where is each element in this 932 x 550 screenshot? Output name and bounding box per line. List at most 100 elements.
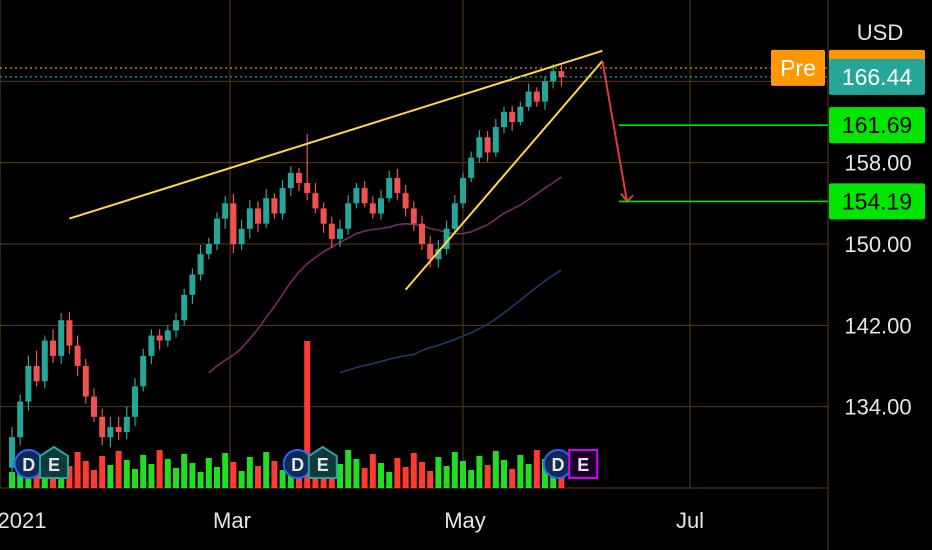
earnings-marker — [568, 449, 599, 479]
candle-body — [353, 188, 360, 204]
x-axis-label: Mar — [213, 508, 251, 533]
candle-body — [492, 127, 499, 153]
moving-averages — [208, 176, 562, 374]
candle-body — [50, 340, 56, 356]
volume-bar — [140, 455, 147, 488]
volume-bar — [542, 459, 548, 488]
candle-body — [501, 111, 507, 128]
price-tag: 154.19 — [829, 183, 925, 220]
volume-bar — [468, 470, 475, 488]
candlesticks — [9, 64, 565, 480]
wedge-upper-line — [69, 49, 603, 220]
volume-bar — [148, 464, 155, 488]
volume-bar — [492, 451, 499, 488]
candle-body — [17, 401, 24, 438]
earnings-marker — [39, 445, 69, 479]
candle-body — [386, 177, 393, 199]
candle-body — [378, 198, 384, 214]
candle-body — [230, 203, 237, 244]
volume-bar — [353, 459, 360, 488]
volume-bar — [271, 461, 278, 488]
price-tag: 166.44 — [829, 58, 925, 95]
volume-bar — [222, 453, 229, 488]
candle-body — [164, 330, 171, 341]
price-tag-bg — [829, 183, 925, 220]
candle-body — [222, 203, 229, 219]
candle-body — [91, 396, 97, 417]
price-tag-label-bg — [771, 49, 825, 86]
candle-body — [189, 274, 196, 295]
volume-bar — [91, 470, 97, 488]
candle-body — [9, 437, 15, 468]
volume-bar — [443, 466, 450, 488]
candle-body — [320, 208, 327, 224]
candle-body — [255, 208, 261, 224]
candle-body — [468, 157, 475, 178]
candle-body — [140, 355, 147, 387]
candle-body — [550, 71, 557, 82]
candle-body — [107, 427, 114, 438]
volume-bar — [132, 469, 138, 488]
candle-body — [533, 91, 540, 102]
volume-bar — [82, 461, 89, 488]
candle-body — [312, 193, 319, 209]
candle-body — [427, 244, 434, 260]
candle-body — [419, 223, 425, 244]
event-marker-letter: D — [552, 455, 565, 475]
candle-body — [148, 335, 155, 356]
price-tag-value: 161.69 — [842, 112, 912, 138]
volume-bar — [99, 456, 106, 488]
candle-body — [99, 416, 106, 438]
candle-body — [394, 177, 401, 194]
price-tag-value: 154.19 — [842, 188, 912, 214]
volume-bar — [123, 460, 130, 488]
candle-body — [443, 228, 450, 250]
candle-body — [460, 177, 466, 204]
earnings-marker — [307, 445, 338, 479]
candle-body — [115, 427, 122, 433]
volume-bar — [484, 465, 491, 488]
volume-bar — [419, 462, 425, 488]
candle-body — [279, 188, 286, 214]
candle-body — [132, 386, 138, 417]
candle-body — [542, 81, 548, 102]
volume-bar — [304, 341, 311, 488]
volume-bar — [263, 452, 270, 488]
event-marker-letter: D — [22, 455, 35, 475]
candle-body — [214, 218, 220, 244]
moving-average-line — [339, 269, 562, 374]
candle-body — [66, 320, 73, 346]
volume-bar — [337, 464, 343, 488]
candle-body — [517, 106, 524, 122]
candle-body — [205, 244, 212, 255]
volume-bar — [410, 453, 417, 488]
currency-label[interactable]: USD — [857, 20, 903, 45]
price-tag-value: 166.44 — [842, 64, 913, 90]
event-marker-letter: E — [48, 455, 60, 475]
volume-bar — [156, 450, 163, 488]
volume-bar — [345, 450, 352, 488]
candle-body — [369, 203, 376, 214]
volume-bar — [164, 459, 171, 488]
candle-body — [74, 345, 81, 366]
x-axis-labels: 2021 Mar May Jul — [0, 508, 704, 533]
candle-body — [509, 111, 516, 122]
volume-bar — [402, 467, 409, 488]
x-axis-label: May — [444, 508, 486, 533]
x-axis-label: 2021 — [0, 508, 46, 533]
candle-body — [345, 203, 352, 229]
event-marker-letter: E — [317, 455, 329, 475]
event-marker-letter: E — [577, 455, 589, 475]
wedge-lower-line — [404, 60, 604, 291]
volume-bar — [435, 457, 442, 488]
candle-body — [476, 137, 483, 158]
y-axis-label: 158.00 — [844, 151, 911, 176]
y-axis-label: 134.00 — [844, 395, 911, 420]
price-tag-label: Pre — [780, 55, 816, 81]
candle-body — [246, 208, 253, 229]
candle-body — [410, 208, 417, 224]
volume-bar — [394, 458, 401, 488]
